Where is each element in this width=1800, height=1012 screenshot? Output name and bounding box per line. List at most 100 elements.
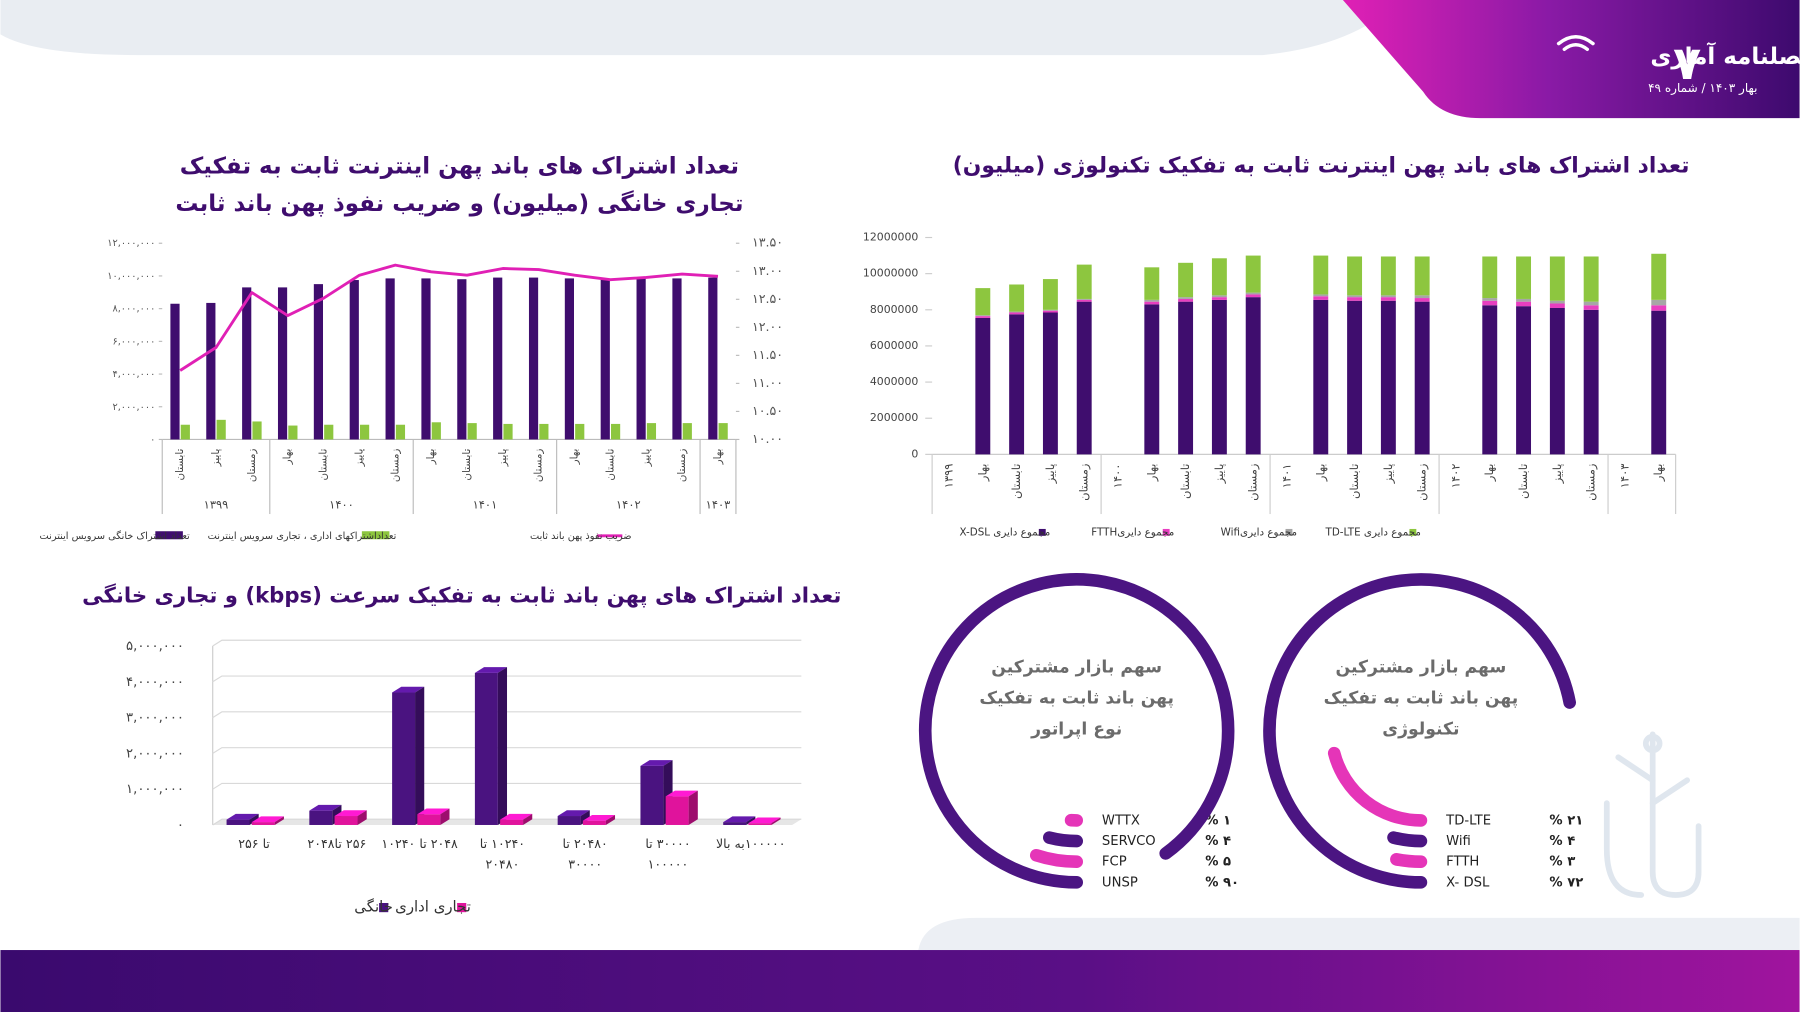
legend-label: خانگی bbox=[354, 898, 393, 916]
bar bbox=[646, 423, 657, 440]
bar bbox=[575, 423, 585, 440]
bar-segment bbox=[1516, 306, 1532, 455]
bar-segment bbox=[1211, 297, 1227, 300]
bar bbox=[252, 421, 262, 440]
y-tick-label: 0 bbox=[911, 447, 918, 460]
x-tick-label: پاییز bbox=[1550, 464, 1565, 485]
bar bbox=[349, 280, 359, 440]
bar-front bbox=[334, 816, 358, 825]
chart-title: تعداد اشتراک های باند پهن اینترنت ثابت ب… bbox=[953, 153, 1690, 178]
wifi-icon bbox=[1556, 35, 1595, 52]
y-tick-label: ۵,۰۰۰,۰۰۰ bbox=[126, 639, 184, 654]
x-tick-label: بهار bbox=[1144, 464, 1159, 483]
bar-3d bbox=[665, 790, 698, 825]
x-tick-label: تابستان bbox=[1178, 464, 1192, 500]
bar-top bbox=[417, 808, 450, 815]
x-tick-label: پاییز bbox=[1381, 464, 1396, 485]
bottom-band bbox=[918, 917, 1800, 951]
legend-label: تعداداشتراکهای اداری ، تجاری سرویس اینتر… bbox=[208, 531, 397, 542]
bar bbox=[672, 278, 682, 440]
bar bbox=[216, 419, 226, 440]
bar-3d bbox=[417, 808, 450, 825]
bar bbox=[180, 424, 190, 440]
bar-segment bbox=[1245, 294, 1261, 298]
legend-swatch bbox=[361, 531, 390, 540]
x-tick-label: پاییز bbox=[210, 449, 222, 468]
bar-top bbox=[723, 816, 756, 823]
bar-top bbox=[474, 667, 508, 673]
bar-segment bbox=[1482, 300, 1498, 306]
y-tick-label: ۱,۰۰۰,۰۰۰ bbox=[126, 782, 184, 797]
donut-title-box: سهم بازار مشترکین پهن باند ثابت به تفکیک… bbox=[979, 656, 1174, 739]
y-tick-label: 12000000 bbox=[863, 231, 919, 244]
x-tick-label: ۱۰۰۰۰۰به بالا bbox=[715, 836, 786, 852]
bar bbox=[503, 423, 513, 440]
grid-line bbox=[212, 675, 802, 683]
bar-segment bbox=[1178, 297, 1194, 299]
bar-segment bbox=[1178, 298, 1194, 302]
x-tick-label: تابستان bbox=[1009, 464, 1023, 499]
ring-arc bbox=[1390, 853, 1428, 869]
bar-segment bbox=[1583, 301, 1599, 306]
legend-swatch bbox=[379, 902, 389, 913]
value-label: ۱ % bbox=[1205, 813, 1231, 828]
bar bbox=[467, 423, 477, 440]
ring-arc bbox=[1042, 831, 1084, 848]
bar-3d bbox=[723, 816, 756, 825]
x-tick-label: پاییز bbox=[497, 449, 509, 468]
bar-segment bbox=[1009, 311, 1025, 313]
ring-label: X- DSL bbox=[1446, 875, 1490, 890]
y-tick-label: 2000000 bbox=[870, 411, 919, 424]
header-title: فصلنامه آماری bbox=[1650, 41, 1800, 70]
bar bbox=[539, 423, 549, 440]
bar-top bbox=[309, 804, 342, 811]
bar-side bbox=[605, 814, 616, 825]
bar bbox=[493, 277, 503, 440]
y2-tick-label: ۱۲.۰۰ bbox=[752, 319, 783, 334]
bar-segment bbox=[1144, 304, 1160, 455]
bar bbox=[385, 278, 395, 440]
bar bbox=[718, 423, 728, 440]
bar-segment bbox=[1076, 299, 1092, 302]
bar-segment bbox=[1583, 309, 1599, 455]
bar-side bbox=[497, 667, 508, 825]
bar-side bbox=[746, 816, 756, 825]
x-tick-label: پاییز bbox=[1043, 464, 1058, 485]
ring-arc bbox=[1387, 831, 1428, 848]
bar-segment bbox=[1414, 301, 1430, 455]
legend-swatch bbox=[1409, 528, 1417, 536]
header-band bbox=[1342, 0, 1800, 119]
bar-segment bbox=[1245, 292, 1261, 295]
footer-bar bbox=[0, 950, 1800, 1012]
bar-segment bbox=[1009, 284, 1025, 312]
x-tick-label-box: ۲۰۴۸۰ تا ۳۰۰۰۰ bbox=[563, 836, 608, 872]
bar-segment bbox=[1414, 295, 1430, 299]
bar-segment bbox=[1144, 267, 1160, 300]
x-tick-label: ۱۰۲۴۰ تا ۲۰۴۸۰ bbox=[479, 836, 526, 873]
bar-segment bbox=[1380, 256, 1396, 296]
bar-segment bbox=[1042, 279, 1058, 310]
grid-line bbox=[212, 711, 802, 719]
y-tick-label: ۶,۰۰۰,۰۰۰ bbox=[112, 336, 155, 347]
bar bbox=[242, 287, 252, 440]
x-tick-label-box: تا ۲۵۶ bbox=[238, 836, 270, 851]
bar-segment bbox=[1380, 297, 1396, 301]
x-tick-label: تابستان bbox=[1516, 464, 1530, 499]
bar-segment bbox=[1549, 303, 1565, 308]
bar-segment bbox=[1583, 256, 1599, 302]
bar-side bbox=[415, 686, 425, 825]
y-tick-label: ۲,۰۰۰,۰۰۰ bbox=[112, 402, 155, 413]
bar-segment bbox=[1178, 301, 1194, 455]
bar-segment bbox=[1414, 256, 1430, 296]
bar-front bbox=[557, 816, 581, 825]
bar-top bbox=[640, 760, 673, 766]
legend-swatch bbox=[457, 902, 467, 913]
bar-segment bbox=[975, 316, 991, 318]
legend-label: مجموع دایری TD-LTE bbox=[1325, 526, 1421, 538]
value-label: ۷۲ % bbox=[1549, 875, 1583, 890]
x-tick-label-box: ۲۵۶ تا۲۰۴۸ bbox=[307, 836, 366, 851]
x-tick-label: پاییز bbox=[353, 449, 365, 468]
bar-segment bbox=[1651, 299, 1667, 306]
bar bbox=[457, 279, 467, 440]
bar-segment bbox=[975, 288, 991, 316]
